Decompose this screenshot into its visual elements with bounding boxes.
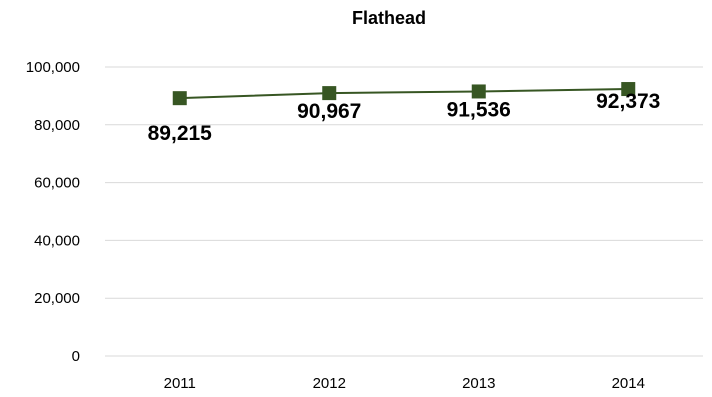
data-point-marker [172,91,187,106]
y-tick-label: 80,000 [34,117,80,134]
x-tick-label: 2011 [164,375,196,392]
data-labels: 89,215 90,967 91,536 92,373 [148,90,661,145]
gridlines [105,66,703,357]
x-tick-label: 2014 [612,375,645,392]
x-tick-label: 2013 [462,375,495,392]
y-tick-label: 100,000 [26,59,80,76]
series-group [172,82,636,106]
y-tick-label: 40,000 [34,232,80,249]
x-axis-tick-labels: 2011 2012 2013 2014 [164,375,645,392]
y-tick-label: 60,000 [34,175,80,192]
y-tick-label: 0 [72,348,80,365]
data-label: 91,536 [447,98,511,121]
data-label: 89,215 [148,122,213,145]
data-point-marker [621,82,636,97]
data-label: 92,373 [596,90,660,113]
x-tick-label: 2012 [313,375,346,392]
y-tick-label: 20,000 [34,290,80,307]
data-label: 90,967 [297,100,361,123]
y-axis-tick-labels: 0 20,000 40,000 60,000 80,000 100,000 [26,59,80,365]
data-point-marker [471,84,486,99]
chart-title: Flathead [352,8,426,28]
series-line [179,88,629,100]
data-point-marker [322,86,337,101]
